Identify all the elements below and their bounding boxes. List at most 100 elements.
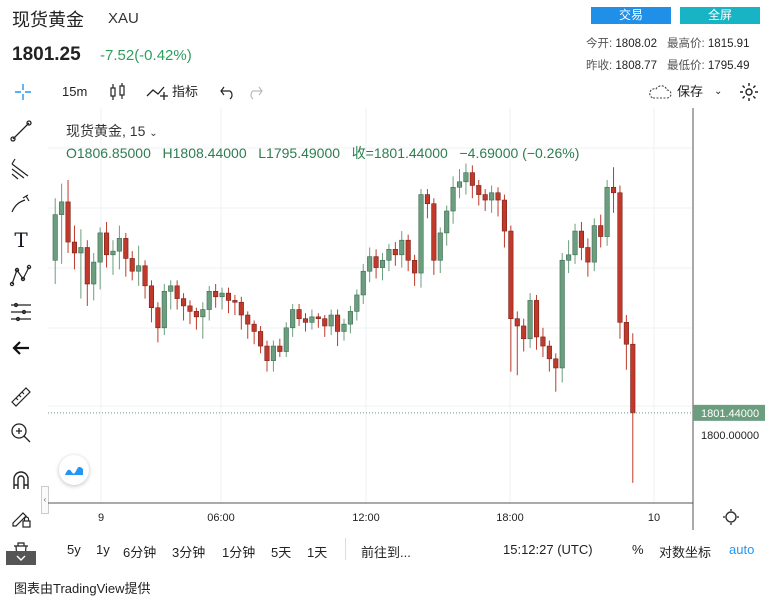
candle-body xyxy=(495,192,501,201)
candle-body xyxy=(476,185,482,195)
open-label: 今开: xyxy=(586,38,613,50)
range-6min[interactable]: 6分钟 xyxy=(123,545,157,560)
legend-title[interactable]: 现货黄金, 15 ⌄ xyxy=(66,121,158,141)
lock-pencil-icon[interactable] xyxy=(6,502,36,532)
range-5y[interactable]: 5y xyxy=(67,542,81,557)
indicator-icon[interactable] xyxy=(145,76,171,108)
candle-body xyxy=(296,309,302,319)
candle-body xyxy=(405,239,411,261)
indicators-button[interactable]: 指标 xyxy=(172,84,199,99)
candle-body xyxy=(437,232,443,261)
candle-body xyxy=(283,327,289,352)
save-button[interactable]: 保存 xyxy=(677,84,704,99)
candle-body xyxy=(129,258,135,272)
attribution[interactable]: 图表由TradingView提供 xyxy=(14,581,151,596)
divider xyxy=(345,538,346,560)
axis-settings-icon[interactable] xyxy=(725,511,737,523)
ruler-icon[interactable] xyxy=(6,382,36,412)
magnet-icon[interactable] xyxy=(6,466,36,496)
candle-body xyxy=(598,225,604,237)
range-1d[interactable]: 1天 xyxy=(307,545,328,560)
candle-body xyxy=(527,300,533,340)
chevron-down-icon[interactable]: ⌄ xyxy=(149,128,158,139)
price-tick-label: 1800.00000 xyxy=(701,430,759,442)
brush-icon[interactable] xyxy=(6,189,36,219)
candle-body xyxy=(270,345,276,361)
candle-body xyxy=(604,186,610,237)
text-tool-icon[interactable]: T xyxy=(14,228,28,252)
candle-body xyxy=(360,270,366,296)
tradingview-logo[interactable] xyxy=(59,455,89,485)
candle-body xyxy=(591,225,597,263)
log-scale-toggle[interactable]: 对数坐标 xyxy=(659,545,712,560)
percent-toggle[interactable]: % xyxy=(632,542,644,557)
prediction-icon[interactable] xyxy=(6,297,36,327)
candle-body xyxy=(623,322,629,345)
trade-button[interactable]: 交易 xyxy=(591,7,671,24)
bottom-bar: 5y 1y 6分钟 3分钟 1分钟 5天 1天 前往到... 15:12:27 … xyxy=(48,536,773,564)
range-1min[interactable]: 1分钟 xyxy=(222,545,256,560)
candlestick-chart[interactable]: 1801.44000 1800.00000 9 06:00 12:00 18:00 10 xyxy=(48,108,773,531)
clock-time[interactable]: 15:12:27 (UTC) xyxy=(503,542,593,557)
crosshair-icon[interactable] xyxy=(10,76,36,108)
candle-body xyxy=(142,265,148,287)
candle-body xyxy=(322,318,328,327)
candle-body xyxy=(328,314,334,327)
candle-body xyxy=(264,345,270,361)
candle-body xyxy=(302,318,309,323)
chart-area[interactable]: 1801.44000 1800.00000 9 06:00 12:00 18:00 10 xyxy=(48,108,773,531)
zoom-in-icon[interactable] xyxy=(6,418,36,448)
candle-body xyxy=(78,247,84,254)
sidebar-toggle-icon[interactable]: ‹ xyxy=(41,486,49,514)
undo-icon[interactable] xyxy=(218,76,238,108)
candle-body xyxy=(232,300,238,303)
candle-type-icon[interactable] xyxy=(106,76,130,108)
instrument-symbol: XAU xyxy=(108,10,139,27)
pattern-icon[interactable] xyxy=(6,261,36,291)
candle-body xyxy=(521,325,527,340)
candle-body xyxy=(508,230,514,319)
open-stat: 今开: 1808.02 xyxy=(586,35,657,51)
collapse-icon[interactable] xyxy=(6,551,36,565)
chevron-down-icon[interactable]: ⌄ xyxy=(714,86,723,97)
goto-date-button[interactable]: 前往到... xyxy=(361,545,411,560)
prev-close-stat: 昨收: 1808.77 xyxy=(586,57,657,73)
auto-scale-toggle[interactable]: auto xyxy=(729,542,755,557)
candle-body xyxy=(482,194,488,201)
candle-body xyxy=(315,316,321,319)
candle-body xyxy=(456,181,463,188)
redo-icon[interactable] xyxy=(245,76,265,108)
cloud-icon[interactable] xyxy=(646,76,674,108)
candle-body xyxy=(450,186,456,212)
candle-body xyxy=(84,247,90,285)
candle-body xyxy=(136,265,142,272)
candle-body xyxy=(463,172,469,183)
interval-selector[interactable]: 15m xyxy=(62,84,88,99)
candle-body xyxy=(392,249,398,256)
chart-toolbar: 15m 指标 保存 ⌄ xyxy=(0,76,773,108)
fullscreen-button[interactable]: 全屏 xyxy=(680,7,760,24)
range-1y[interactable]: 1y xyxy=(96,542,110,557)
candle-body xyxy=(540,336,546,347)
time-tick-label: 10 xyxy=(648,512,660,524)
candle-body xyxy=(213,291,219,298)
drawing-tools-sidebar: T xyxy=(0,76,42,576)
candle-body xyxy=(187,305,193,312)
candle-body xyxy=(379,259,386,268)
range-5d[interactable]: 5天 xyxy=(271,545,292,560)
low-label: 最低价: xyxy=(667,60,705,72)
candle-body xyxy=(444,210,450,234)
candle-body xyxy=(71,241,78,254)
candle-body xyxy=(617,192,623,323)
pitchfork-icon[interactable] xyxy=(6,153,36,183)
candle-body xyxy=(59,201,65,215)
back-arrow-icon[interactable] xyxy=(6,333,36,363)
trend-line-icon[interactable] xyxy=(6,116,36,146)
price-change: -7.52(-0.42%) xyxy=(100,47,192,64)
range-3min[interactable]: 3分钟 xyxy=(172,545,206,560)
candle-body xyxy=(258,331,264,347)
prev-close-label: 昨收: xyxy=(586,60,613,72)
prev-close-value: 1808.77 xyxy=(615,60,657,72)
settings-gear-icon[interactable] xyxy=(737,76,761,108)
last-price-tag xyxy=(693,404,765,421)
